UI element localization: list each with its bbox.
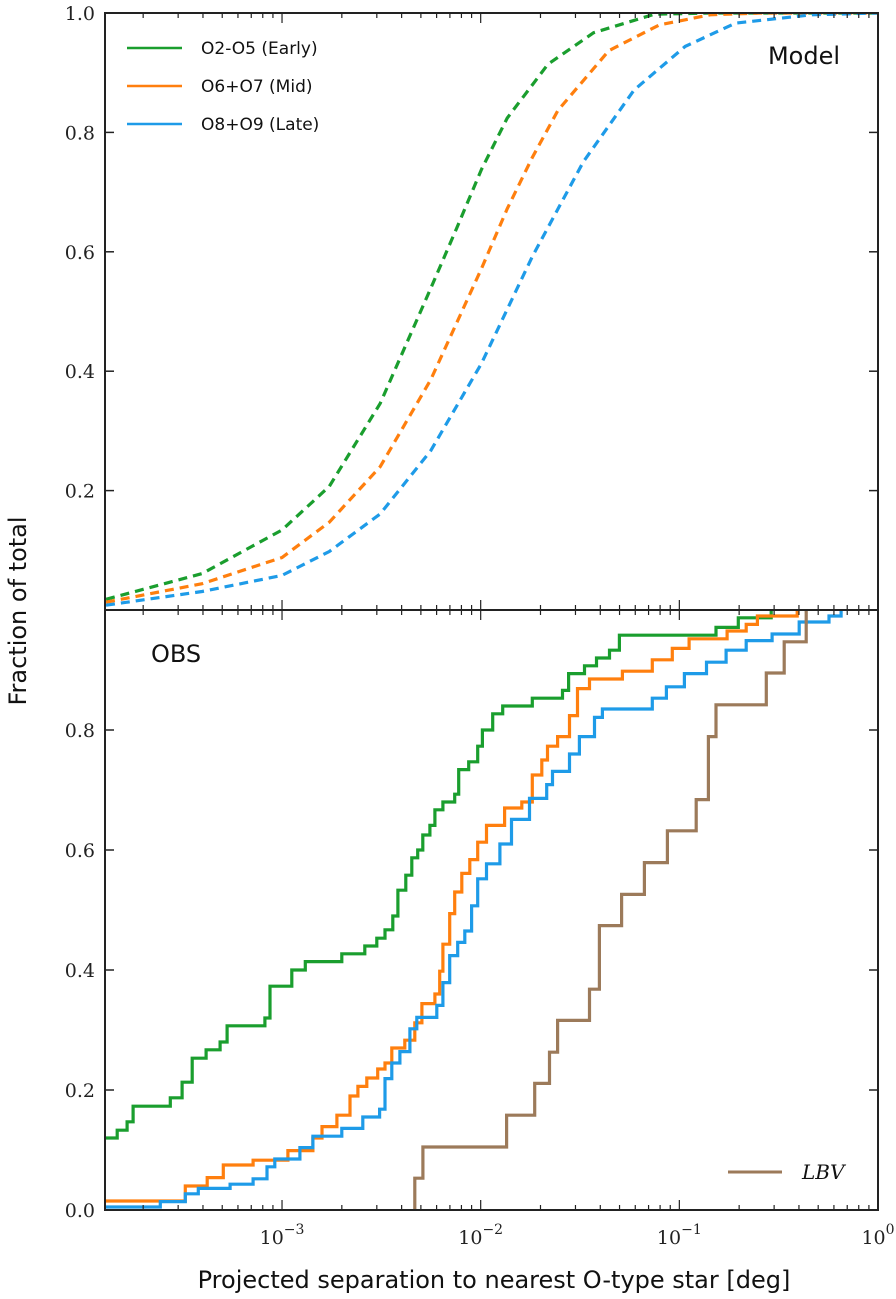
x-tick-label-exponent: −2 bbox=[482, 1222, 503, 1238]
series-line-o2-o5-early- bbox=[105, 13, 878, 601]
y-tick-label: 0.4 bbox=[65, 361, 95, 383]
x-tick-label: 10−1 bbox=[657, 1222, 702, 1249]
y-tick-label: 0.2 bbox=[65, 1080, 95, 1102]
series-line-obs-2 bbox=[105, 610, 843, 1209]
series-line-o6-o7-mid- bbox=[105, 13, 878, 604]
panel-model: 0.2 0.4 0.6 0.8 1.0 Model O2-O5 (Early) O6+O7 (… bbox=[65, 3, 879, 611]
x-tick-label-exponent: 0 bbox=[886, 1222, 895, 1238]
legend: O2-O5 (Early) O6+O7 (Mid) O8+O9 (Late) bbox=[127, 39, 319, 135]
legend-label: O2-O5 (Early) bbox=[201, 39, 318, 59]
x-tick-label-base: 10 bbox=[458, 1227, 482, 1249]
x-tick-label: 100 bbox=[861, 1222, 894, 1249]
series-line-obs-0 bbox=[105, 610, 773, 1140]
x-tick-label-exponent: −3 bbox=[284, 1222, 305, 1238]
legend-label: O8+O9 (Late) bbox=[201, 115, 319, 135]
y-tick-label: 0.8 bbox=[65, 122, 95, 144]
legend-label: O6+O7 (Mid) bbox=[201, 77, 313, 97]
series-line-lbv bbox=[413, 610, 808, 1210]
y-tick-label: 0.2 bbox=[65, 481, 95, 503]
series-line-o8-o9-late- bbox=[105, 13, 878, 607]
legend: LBV bbox=[728, 1160, 847, 1184]
x-tick-label: 10−2 bbox=[458, 1222, 503, 1249]
y-axis-label: Fraction of total bbox=[4, 516, 32, 705]
y-tick-label: 0.6 bbox=[65, 242, 95, 264]
y-tick-label: 0.0 bbox=[65, 1200, 95, 1222]
x-tick-label-base: 10 bbox=[657, 1227, 681, 1249]
y-tick-label: 1.0 bbox=[65, 3, 95, 25]
plot-frame bbox=[104, 609, 879, 1211]
x-tick-label-exponent: −1 bbox=[681, 1222, 702, 1238]
y-tick-label: 0.8 bbox=[65, 720, 95, 742]
series-line-obs-1 bbox=[105, 610, 799, 1203]
x-tick-label-base: 10 bbox=[260, 1227, 284, 1249]
plot-frame bbox=[104, 12, 879, 611]
legend-label: LBV bbox=[801, 1160, 847, 1184]
x-tick-label: 10−3 bbox=[260, 1222, 305, 1249]
y-tick-label: 0.4 bbox=[65, 960, 95, 982]
y-tick-label: 0.6 bbox=[65, 840, 95, 862]
x-axis-label: Projected separation to nearest O-type s… bbox=[198, 1266, 791, 1294]
x-tick-label-base: 10 bbox=[861, 1227, 885, 1249]
panel-label-obs: OBS bbox=[151, 640, 201, 668]
series-group bbox=[105, 610, 843, 1210]
series-group bbox=[105, 13, 878, 607]
panel-label-model: Model bbox=[768, 42, 840, 70]
